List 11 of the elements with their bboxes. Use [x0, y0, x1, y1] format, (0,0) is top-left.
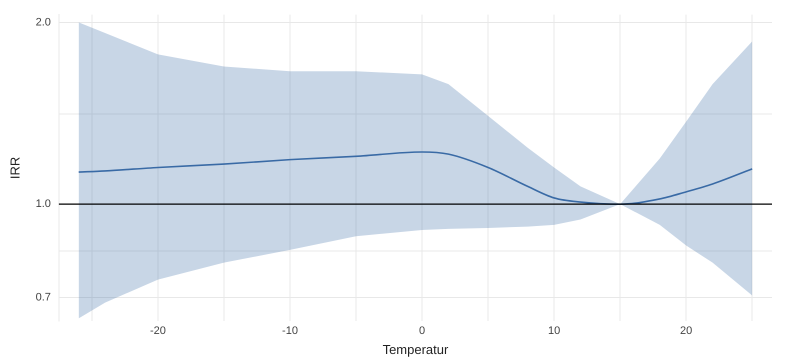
x-axis-title: Temperatur [382, 342, 449, 357]
x-tick-label: -20 [150, 324, 166, 337]
x-tick-label: -10 [282, 324, 298, 337]
y-axis-title: IRR [7, 156, 22, 180]
y-tick-label: 2.0 [36, 16, 51, 28]
x-tick-label: 10 [548, 324, 560, 337]
y-tick-label: 0.7 [36, 292, 51, 304]
line-series [78, 151, 753, 205]
x-tick-label: 20 [680, 324, 692, 337]
x-tick-label: 0 [418, 324, 426, 337]
y-tick-label: 1.0 [36, 198, 51, 210]
